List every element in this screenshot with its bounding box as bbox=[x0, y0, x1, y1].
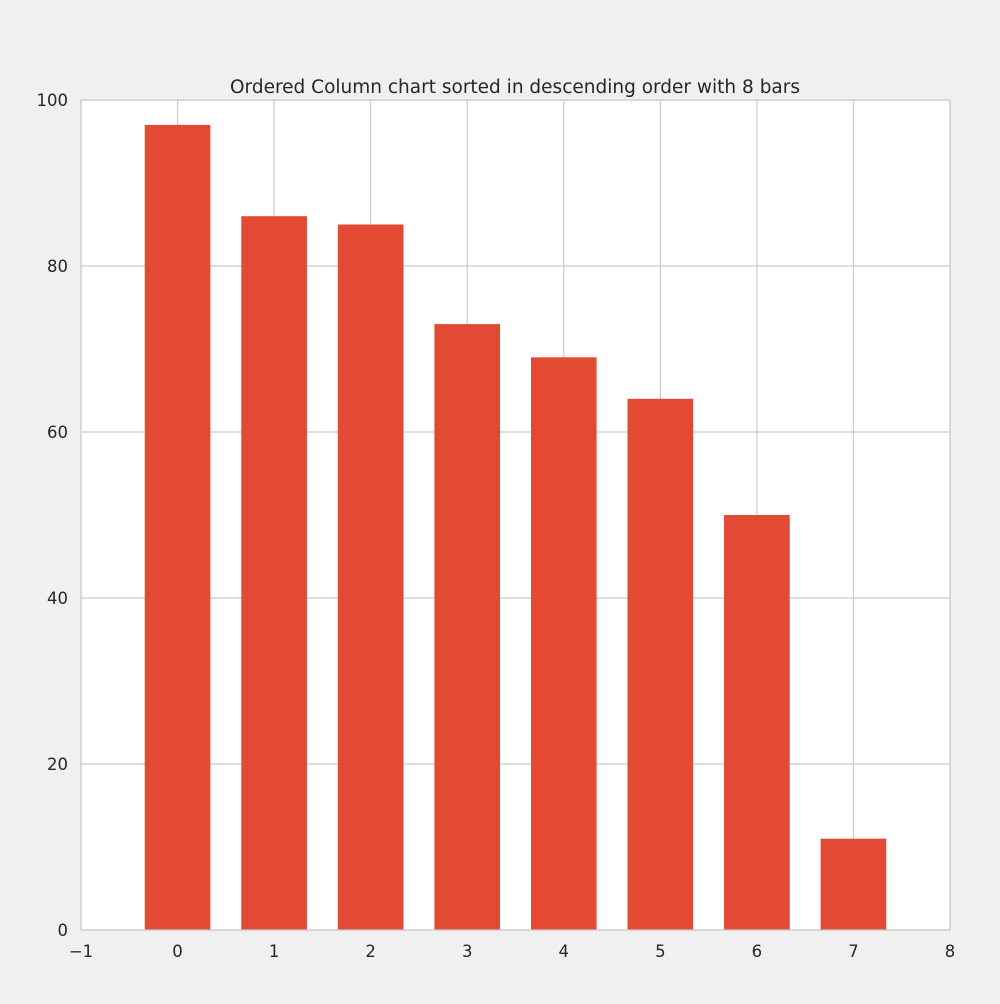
bar-5 bbox=[627, 398, 694, 930]
x-tick-label: 3 bbox=[462, 942, 473, 961]
x-tick-label: −1 bbox=[69, 942, 93, 961]
bar-0 bbox=[144, 124, 211, 930]
y-axis-ticks: 0 20 40 60 80 100 bbox=[37, 91, 69, 940]
x-tick-label: 5 bbox=[655, 942, 666, 961]
y-tick-label: 60 bbox=[47, 423, 68, 442]
y-tick-label: 100 bbox=[37, 91, 69, 110]
bar-6 bbox=[724, 515, 790, 930]
x-tick-label: 2 bbox=[365, 942, 376, 961]
x-tick-label: 6 bbox=[752, 942, 763, 961]
x-axis-ticks: −1 0 1 2 3 4 5 6 7 8 bbox=[69, 942, 955, 961]
x-tick-label: 0 bbox=[172, 942, 183, 961]
y-tick-label: 80 bbox=[47, 257, 68, 276]
bar-2 bbox=[337, 224, 404, 930]
plot-area bbox=[81, 100, 950, 930]
y-tick-label: 0 bbox=[58, 921, 69, 940]
y-tick-label: 40 bbox=[47, 589, 68, 608]
bar-1 bbox=[241, 216, 307, 930]
x-tick-label: 4 bbox=[559, 942, 570, 961]
bar-3 bbox=[434, 324, 501, 931]
bars bbox=[144, 124, 887, 931]
plot-frame bbox=[80, 99, 951, 931]
y-tick-label: 20 bbox=[47, 755, 68, 774]
chart-title: Ordered Column chart sorted in descendin… bbox=[230, 77, 800, 98]
x-tick-label: 7 bbox=[848, 942, 859, 961]
x-tick-label: 1 bbox=[269, 942, 280, 961]
bar-4 bbox=[530, 357, 597, 930]
x-tick-label: 8 bbox=[945, 942, 956, 961]
bar-7 bbox=[820, 838, 887, 930]
